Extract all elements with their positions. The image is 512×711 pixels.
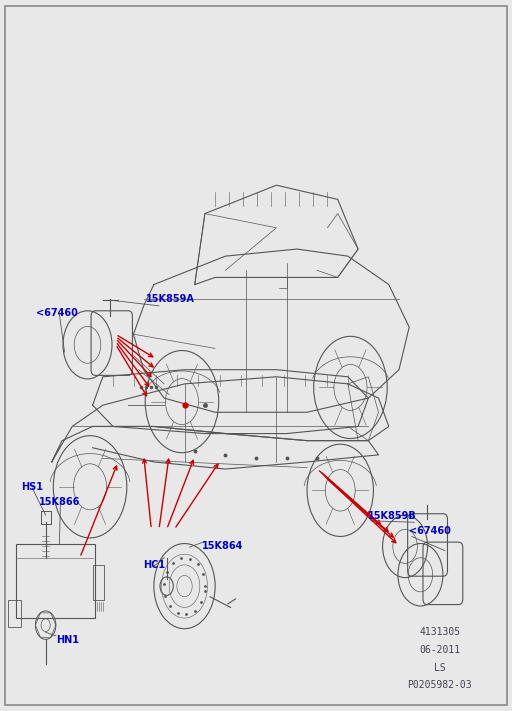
Text: HS1: HS1: [21, 482, 43, 492]
Text: 15K864: 15K864: [202, 540, 244, 550]
Bar: [93, 565, 104, 600]
Text: 4131305: 4131305: [419, 627, 460, 637]
Text: <67460: <67460: [409, 526, 451, 536]
Bar: [40, 511, 51, 524]
Text: HC1: HC1: [143, 560, 165, 570]
Bar: [8, 600, 21, 627]
Text: 15K859A: 15K859A: [146, 294, 195, 304]
Text: 15K859B: 15K859B: [368, 510, 417, 520]
Text: 06-2011: 06-2011: [419, 645, 460, 655]
Text: LS: LS: [434, 663, 445, 673]
Bar: [16, 543, 95, 618]
Text: 15K866: 15K866: [39, 496, 80, 506]
Text: P0205982-03: P0205982-03: [408, 680, 472, 690]
Text: HN1: HN1: [56, 635, 79, 645]
Text: <67460: <67460: [36, 309, 78, 319]
